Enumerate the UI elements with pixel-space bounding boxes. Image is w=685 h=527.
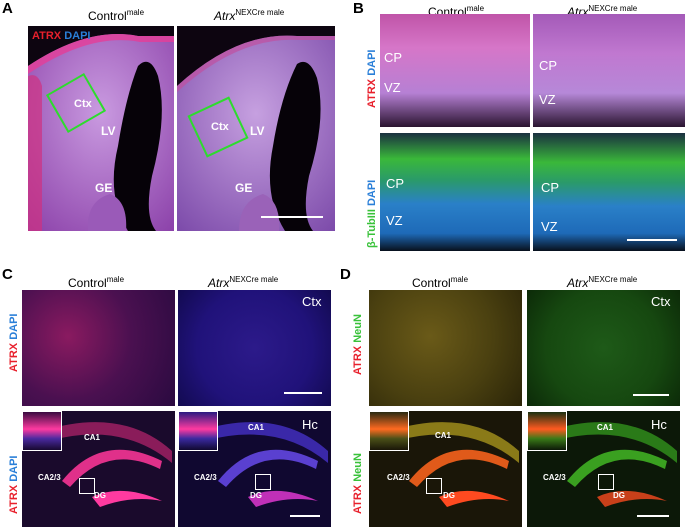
panel-c-mutant-hc-image: Hc CA1 CA2/3 DG	[178, 411, 331, 527]
panel-b-mutant-row2-vz-label: VZ	[541, 219, 558, 234]
panel-c-control-hc-roi-box	[79, 478, 95, 494]
panel-a-control-ge-label: GE	[95, 181, 113, 195]
panel-d-control-dg-label: DG	[443, 491, 455, 500]
panel-a-mutant-image: Ctx LV GE	[177, 26, 335, 231]
panel-d-mutant-hc-roi-box	[598, 474, 614, 490]
panel-c-mutant-hc-inset	[178, 411, 218, 451]
panel-b-row1-stain-label: ATRX DAPI	[366, 49, 378, 108]
panel-c-mutant-header: AtrxNEXCre male	[208, 275, 279, 290]
panel-d-control-header: Controlmale	[412, 275, 469, 290]
panel-a-stain-legend: ATRX DAPI	[32, 30, 91, 42]
panel-c-ctx-scale-bar	[284, 392, 322, 394]
panel-d-mutant-ca1-label: CA1	[597, 423, 614, 432]
panel-b-control-row2-cp-label: CP	[386, 176, 405, 191]
panel-d-mutant-ctx-image: Ctx	[527, 290, 680, 406]
panel-b-control-row2-vz-label: VZ	[386, 213, 403, 228]
panel-d-ctx-scale-bar	[633, 394, 669, 396]
panel-b-mutant-row2-cp-label: CP	[541, 180, 560, 195]
panel-d-control-hc-inset	[369, 411, 409, 451]
panel-b-mutant-row1-image: CP VZ	[533, 14, 685, 127]
panel-b-mutant-row1-cp-label: CP	[539, 58, 558, 73]
panel-a-control-lv-label: LV	[101, 124, 116, 138]
panel-b-mutant-row1-vz-label: VZ	[539, 92, 556, 107]
panel-b-control-row1-image: CP VZ	[380, 14, 530, 127]
panel-d-row1-stain-label: ATRX NeuN	[352, 314, 364, 375]
panel-label-d: D	[340, 266, 351, 283]
panel-c-hc-scale-bar	[290, 515, 320, 517]
panel-d-hc-scale-bar	[637, 515, 669, 517]
panel-d-control-hc-image: CA1 CA2/3 DG	[369, 411, 522, 527]
panel-label-a: A	[2, 0, 13, 17]
panel-c-row2-stain-label: ATRX DAPI	[8, 455, 20, 514]
panel-a-control-image: Ctx LV GE ATRX DAPI	[28, 26, 174, 231]
panel-c-mutant-dg-label: DG	[250, 491, 262, 500]
panel-label-c: C	[2, 266, 13, 283]
panel-d-control-ca23-label: CA2/3	[387, 473, 410, 482]
panel-d-control-hc-roi-box	[426, 478, 442, 494]
panel-c-mutant-hc-roi-box	[255, 474, 271, 490]
panel-d-row2-stain-label: ATRX NeuN	[352, 453, 364, 514]
panel-c-mutant-ca23-label: CA2/3	[194, 473, 217, 482]
panel-a-scale-bar	[261, 216, 323, 218]
panel-a-mutant-ge-label: GE	[235, 181, 253, 195]
panel-c-row1-stain-label: ATRX DAPI	[8, 313, 20, 372]
panel-c-hc-label: Hc	[302, 417, 318, 432]
panel-c-control-header: Controlmale	[68, 275, 125, 290]
panel-b-control-row2-image: CP VZ	[380, 133, 530, 251]
panel-label-b: B	[353, 0, 364, 17]
panel-a-mutant-lv-label: LV	[250, 124, 265, 138]
panel-c-control-dg-label: DG	[94, 491, 106, 500]
panel-c-control-ca1-label: CA1	[84, 433, 101, 442]
panel-c-ctx-label: Ctx	[302, 294, 322, 309]
panel-d-mutant-header: AtrxNEXCre male	[567, 275, 638, 290]
panel-b-control-row1-vz-label: VZ	[384, 80, 401, 95]
panel-c-control-hc-inset	[22, 411, 62, 451]
panel-c-control-hc-image: CA1 CA2/3 DG	[22, 411, 175, 527]
panel-d-ctx-label: Ctx	[651, 294, 671, 309]
panel-a-mutant-header: AtrxNEXCre male	[214, 8, 285, 23]
panel-c-mutant-ca1-label: CA1	[248, 423, 265, 432]
panel-a-control-ctx-label: Ctx	[74, 98, 92, 110]
panel-b-control-row1-cp-label: CP	[384, 50, 403, 65]
panel-d-mutant-hc-inset	[527, 411, 567, 451]
panel-b-scale-bar	[627, 239, 677, 241]
panel-d-mutant-dg-label: DG	[613, 491, 625, 500]
panel-c-control-ctx-image	[22, 290, 175, 406]
panel-c-control-ca23-label: CA2/3	[38, 473, 61, 482]
panel-b-row2-stain-label: β-TubIII DAPI	[366, 179, 378, 248]
panel-c-mutant-ctx-image: Ctx	[178, 290, 331, 406]
panel-d-hc-label: Hc	[651, 417, 667, 432]
panel-d-control-ctx-image	[369, 290, 522, 406]
panel-d-mutant-ca23-label: CA2/3	[543, 473, 566, 482]
panel-a-control-header: Controlmale	[88, 8, 145, 23]
panel-d-control-ca1-label: CA1	[435, 431, 452, 440]
panel-d-mutant-hc-image: Hc CA1 CA2/3 DG	[527, 411, 680, 527]
panel-a-mutant-ctx-label: Ctx	[211, 121, 229, 133]
panel-b-mutant-row2-image: CP VZ	[533, 133, 685, 251]
